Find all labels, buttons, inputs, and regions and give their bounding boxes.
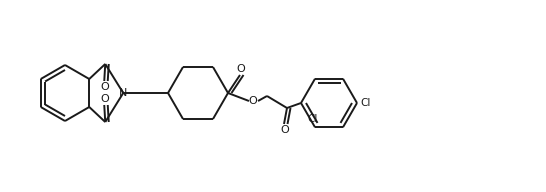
Text: O: O <box>236 64 245 74</box>
Text: N: N <box>119 88 127 98</box>
Text: O: O <box>101 94 110 104</box>
Text: O: O <box>281 125 289 135</box>
Text: Cl: Cl <box>308 114 318 124</box>
Text: O: O <box>101 82 110 92</box>
Text: Cl: Cl <box>361 98 371 108</box>
Text: O: O <box>248 96 257 106</box>
